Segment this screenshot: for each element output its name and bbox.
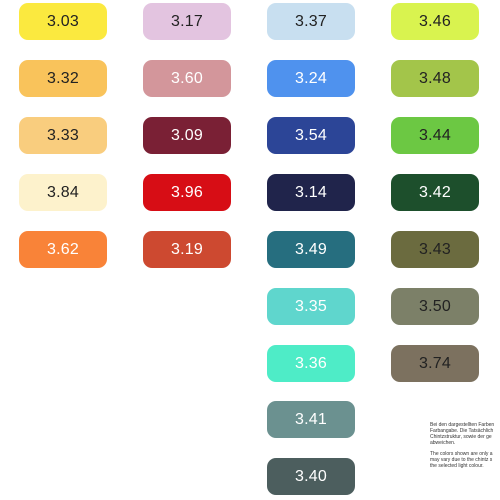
swatch-label: 3.43 — [419, 240, 451, 258]
swatch-3-43: 3.43 — [391, 231, 479, 268]
swatch-label: 3.46 — [419, 12, 451, 30]
swatch-3-36: 3.36 — [267, 345, 355, 382]
swatch-3-62: 3.62 — [19, 231, 107, 268]
disclaimer-english: The colors shown are only a may vary due… — [430, 451, 500, 469]
swatch-label: 3.84 — [47, 183, 79, 201]
swatch-label: 3.48 — [419, 69, 451, 87]
swatch-3-35: 3.35 — [267, 288, 355, 325]
swatch-3-17: 3.17 — [143, 3, 231, 40]
swatch-label: 3.14 — [295, 183, 327, 201]
swatch-3-32: 3.32 — [19, 60, 107, 97]
note-line: The colors shown are only a — [430, 451, 493, 457]
swatch-3-50: 3.50 — [391, 288, 479, 325]
swatch-label: 3.49 — [295, 240, 327, 258]
swatch-3-96: 3.96 — [143, 174, 231, 211]
swatch-label: 3.50 — [419, 297, 451, 315]
swatch-3-37: 3.37 — [267, 3, 355, 40]
swatch-label: 3.40 — [295, 467, 327, 485]
swatch-label: 3.17 — [171, 12, 203, 30]
swatch-3-84: 3.84 — [19, 174, 107, 211]
swatch-label: 3.42 — [419, 183, 451, 201]
swatch-label: 3.44 — [419, 126, 451, 144]
swatch-3-14: 3.14 — [267, 174, 355, 211]
swatch-3-19: 3.19 — [143, 231, 231, 268]
color-disclaimer-note: Bei den dargestellten Farben Farbangabe.… — [430, 422, 500, 474]
note-line: abweichen. — [430, 440, 456, 446]
note-line: Bei den dargestellten Farben — [430, 422, 495, 428]
swatch-label: 3.36 — [295, 354, 327, 372]
note-line: may vary due to the chintz s — [430, 457, 493, 463]
swatch-3-54: 3.54 — [267, 117, 355, 154]
swatch-3-40: 3.40 — [267, 458, 355, 495]
swatch-3-44: 3.44 — [391, 117, 479, 154]
swatch-3-42: 3.42 — [391, 174, 479, 211]
swatch-3-74: 3.74 — [391, 345, 479, 382]
swatch-label: 3.41 — [295, 410, 327, 428]
swatch-label: 3.32 — [47, 69, 79, 87]
swatch-3-60: 3.60 — [143, 60, 231, 97]
note-line: the selected light colour. — [430, 463, 484, 469]
note-line: Chintzstruktur, sowie der ge — [430, 434, 492, 440]
swatch-label: 3.33 — [47, 126, 79, 144]
swatch-label: 3.74 — [419, 354, 451, 372]
swatch-label: 3.09 — [171, 126, 203, 144]
swatch-label: 3.54 — [295, 126, 327, 144]
swatch-label: 3.03 — [47, 12, 79, 30]
swatch-label: 3.35 — [295, 297, 327, 315]
swatch-label: 3.60 — [171, 69, 203, 87]
swatch-label: 3.24 — [295, 69, 327, 87]
swatch-3-48: 3.48 — [391, 60, 479, 97]
swatch-label: 3.96 — [171, 183, 203, 201]
swatch-3-46: 3.46 — [391, 3, 479, 40]
disclaimer-german: Bei den dargestellten Farben Farbangabe.… — [430, 422, 500, 446]
swatch-3-41: 3.41 — [267, 401, 355, 438]
swatch-label: 3.37 — [295, 12, 327, 30]
swatch-label: 3.19 — [171, 240, 203, 258]
swatch-3-03: 3.03 — [19, 3, 107, 40]
swatch-3-24: 3.24 — [267, 60, 355, 97]
swatch-3-33: 3.33 — [19, 117, 107, 154]
swatch-3-09: 3.09 — [143, 117, 231, 154]
swatch-3-49: 3.49 — [267, 231, 355, 268]
note-line: Farbangabe. Die Tatsächlich — [430, 428, 494, 434]
swatch-label: 3.62 — [47, 240, 79, 258]
